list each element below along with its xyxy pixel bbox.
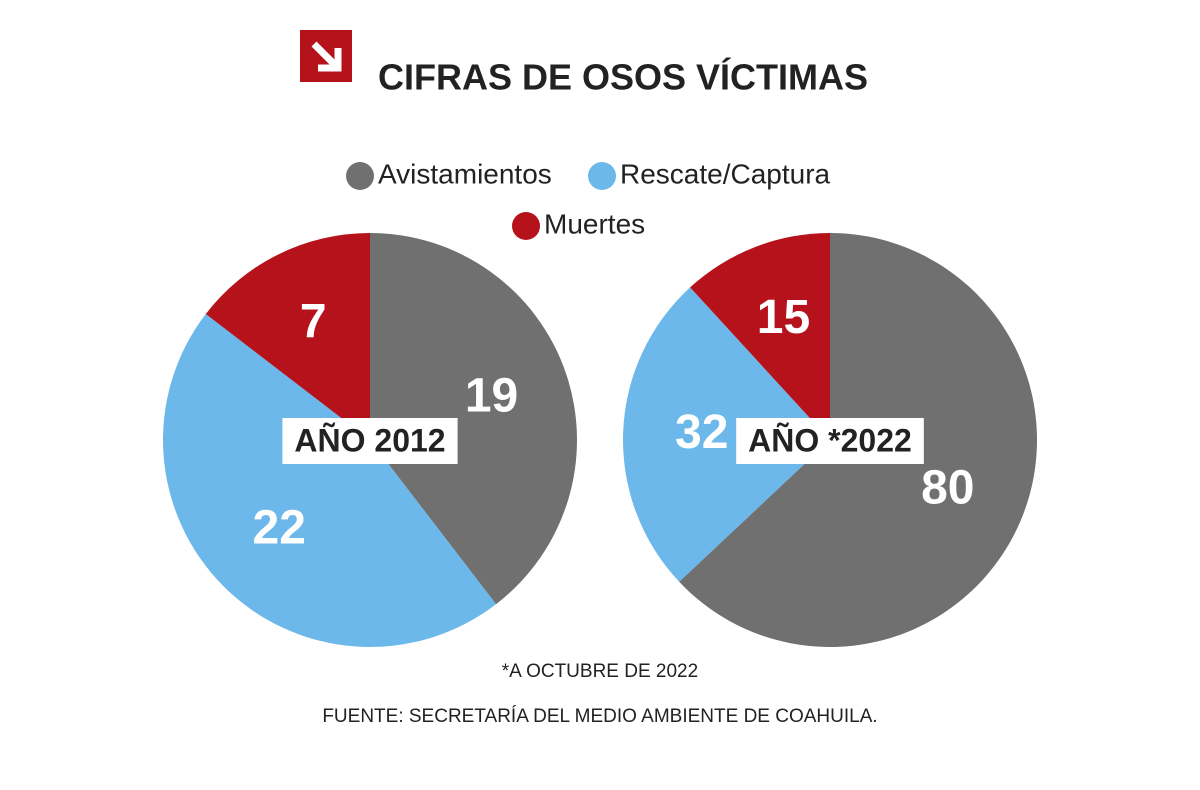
- title-icon-arrow: [311, 41, 342, 72]
- pie-subtitle: AÑO 2012: [294, 422, 445, 458]
- legend-label: Avistamientos: [378, 158, 552, 189]
- legend-label: Rescate/Captura: [620, 158, 831, 189]
- subtitle-box: [282, 418, 458, 464]
- pie-slice: [623, 287, 830, 582]
- legend-swatch: [512, 212, 540, 240]
- legend-label: Muertes: [544, 208, 645, 239]
- source: FUENTE: SECRETARÍA DEL MEDIO AMBIENTE DE…: [322, 706, 877, 727]
- pie-subtitle: AÑO *2022: [748, 422, 912, 458]
- pie-slice: [370, 233, 577, 605]
- pie-slice: [163, 313, 497, 647]
- value-label: 15: [757, 291, 810, 344]
- subtitle-box: [736, 418, 924, 464]
- legend-swatch: [588, 162, 616, 190]
- value-label: 22: [253, 501, 306, 554]
- pie-slice: [690, 233, 830, 440]
- legend-swatch: [346, 162, 374, 190]
- value-label: 7: [300, 296, 327, 349]
- pie-slice: [205, 232, 370, 440]
- title: CIFRAS DE OSOS VÍCTIMAS: [378, 57, 868, 98]
- value-label: 32: [675, 406, 728, 459]
- note: *A OCTUBRE DE 2022: [502, 661, 698, 682]
- value-label: 80: [921, 462, 974, 515]
- value-label: 19: [465, 369, 518, 422]
